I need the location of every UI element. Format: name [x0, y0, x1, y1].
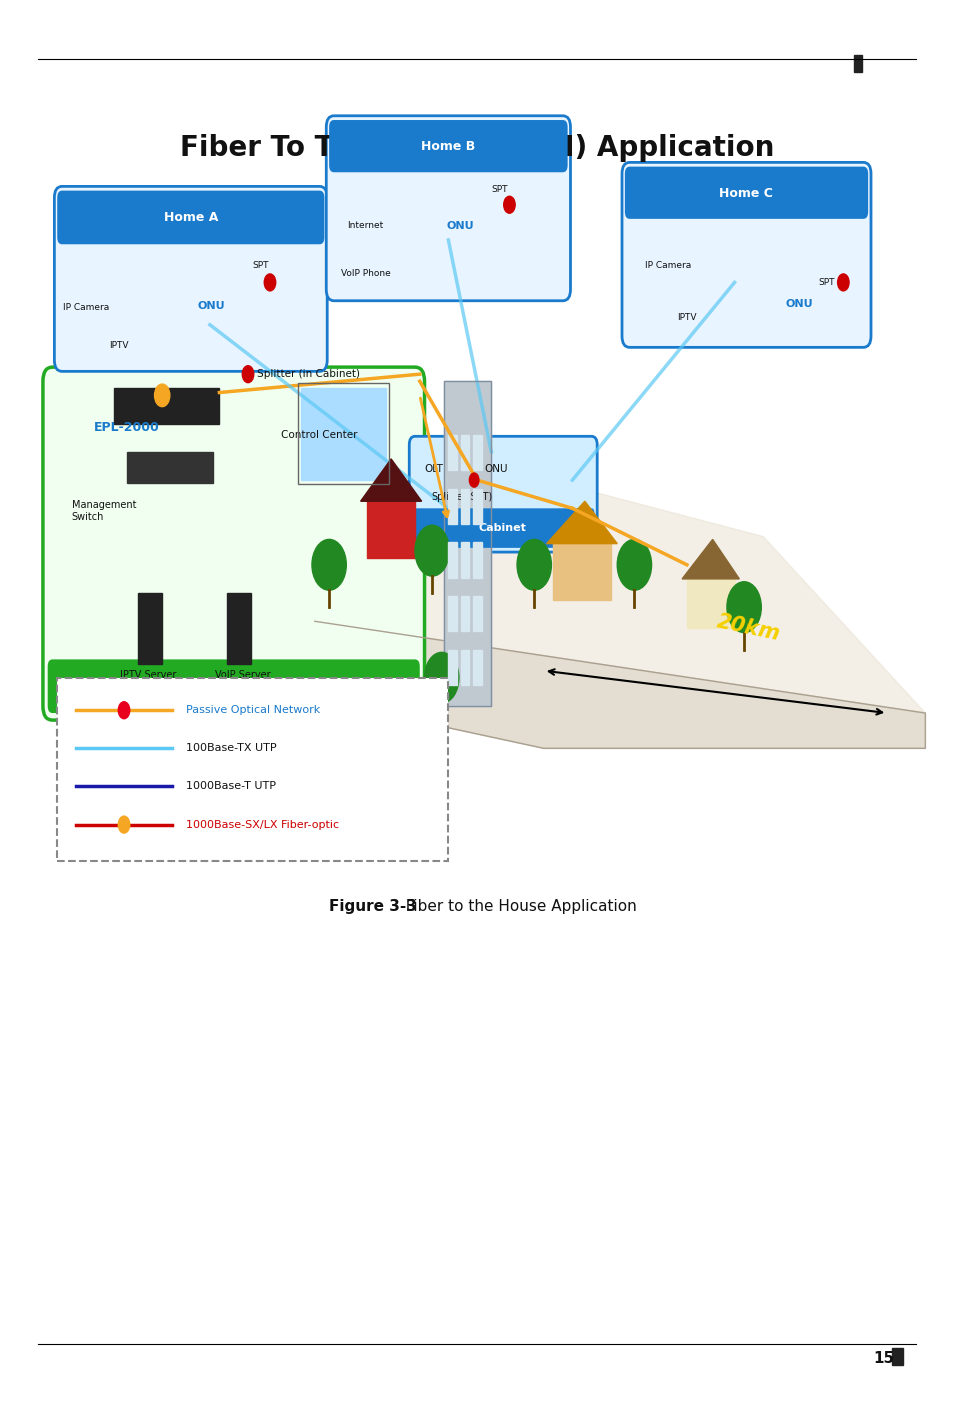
Polygon shape — [314, 621, 924, 748]
Text: ONU: ONU — [446, 220, 473, 232]
Text: 100Base-TX UTP: 100Base-TX UTP — [186, 743, 276, 754]
Text: OLT: OLT — [424, 463, 443, 474]
Text: VoIP Phone: VoIP Phone — [340, 270, 390, 278]
Text: EPL-2000: EPL-2000 — [93, 421, 159, 435]
Bar — [460, 435, 469, 470]
FancyBboxPatch shape — [43, 367, 424, 720]
Circle shape — [118, 816, 130, 833]
Bar — [473, 542, 481, 578]
Bar — [473, 650, 481, 685]
Circle shape — [118, 702, 130, 719]
Text: 1000Base-SX/LX Fiber-optic: 1000Base-SX/LX Fiber-optic — [186, 819, 339, 830]
Polygon shape — [686, 579, 734, 628]
Circle shape — [837, 274, 848, 291]
FancyBboxPatch shape — [57, 678, 448, 861]
Circle shape — [469, 473, 478, 487]
Text: To Splitter (in Cabinet): To Splitter (in Cabinet) — [243, 369, 360, 380]
FancyBboxPatch shape — [329, 120, 567, 172]
Text: Cabinet: Cabinet — [478, 522, 526, 534]
Text: Administration Building: Administration Building — [145, 679, 322, 693]
Text: IP Camera: IP Camera — [644, 261, 690, 270]
Circle shape — [264, 274, 275, 291]
Text: Management
Switch: Management Switch — [71, 500, 136, 522]
Bar — [227, 593, 251, 664]
Text: 20km: 20km — [715, 611, 781, 645]
Bar — [114, 388, 219, 424]
Bar — [448, 596, 456, 631]
Bar — [891, 1348, 902, 1365]
Text: SPT: SPT — [253, 261, 269, 270]
Text: SPT: SPT — [818, 278, 834, 287]
Polygon shape — [553, 544, 610, 600]
Text: Fiber to the House Application: Fiber to the House Application — [395, 899, 636, 914]
FancyBboxPatch shape — [621, 162, 870, 347]
Bar — [460, 596, 469, 631]
Bar — [448, 542, 456, 578]
Circle shape — [617, 539, 651, 590]
Circle shape — [503, 196, 515, 213]
Polygon shape — [443, 381, 491, 706]
Bar — [853, 55, 861, 72]
FancyBboxPatch shape — [54, 186, 327, 371]
Text: Control Center: Control Center — [281, 429, 357, 441]
FancyBboxPatch shape — [624, 167, 867, 219]
Bar — [138, 593, 162, 664]
FancyBboxPatch shape — [57, 191, 324, 244]
FancyBboxPatch shape — [412, 508, 594, 548]
Bar — [460, 650, 469, 685]
Text: IP Camera: IP Camera — [63, 304, 109, 312]
Circle shape — [726, 582, 760, 633]
Text: IPTV Server: IPTV Server — [119, 669, 176, 681]
Text: VoIP Server: VoIP Server — [215, 669, 271, 681]
Bar — [127, 452, 213, 483]
Text: 15: 15 — [872, 1351, 893, 1365]
Bar — [473, 435, 481, 470]
Text: IPTV: IPTV — [677, 313, 696, 322]
Circle shape — [424, 652, 458, 703]
Bar — [448, 650, 456, 685]
Bar — [300, 388, 386, 480]
Bar — [460, 542, 469, 578]
Text: Fiber To The Home (FTTH) Application: Fiber To The Home (FTTH) Application — [179, 134, 774, 162]
Text: 1000Base-T UTP: 1000Base-T UTP — [186, 781, 275, 792]
Bar — [473, 489, 481, 524]
Bar — [448, 489, 456, 524]
Text: Passive Optical Network: Passive Optical Network — [186, 705, 320, 716]
Polygon shape — [546, 501, 617, 544]
Bar — [460, 489, 469, 524]
Bar — [473, 596, 481, 631]
Text: ONU: ONU — [484, 463, 507, 474]
Polygon shape — [314, 424, 924, 713]
Circle shape — [415, 525, 449, 576]
Text: Home A: Home A — [164, 210, 217, 225]
Text: ONU: ONU — [198, 301, 225, 312]
FancyBboxPatch shape — [409, 436, 597, 552]
Text: Home B: Home B — [421, 140, 475, 154]
Polygon shape — [681, 539, 739, 579]
Text: Internet: Internet — [347, 222, 383, 230]
Text: Figure 3-3: Figure 3-3 — [329, 899, 416, 914]
Text: IPTV: IPTV — [110, 342, 129, 350]
Text: SPT: SPT — [491, 185, 507, 193]
FancyBboxPatch shape — [48, 659, 419, 713]
Circle shape — [154, 384, 170, 407]
Circle shape — [517, 539, 551, 590]
Circle shape — [242, 366, 253, 383]
Bar — [448, 435, 456, 470]
FancyBboxPatch shape — [326, 116, 570, 301]
Polygon shape — [367, 501, 415, 558]
Text: Home C: Home C — [719, 186, 772, 201]
Polygon shape — [360, 459, 421, 501]
Circle shape — [312, 539, 346, 590]
Text: ONU: ONU — [785, 298, 812, 309]
Text: Splitter(SPT): Splitter(SPT) — [431, 491, 492, 503]
